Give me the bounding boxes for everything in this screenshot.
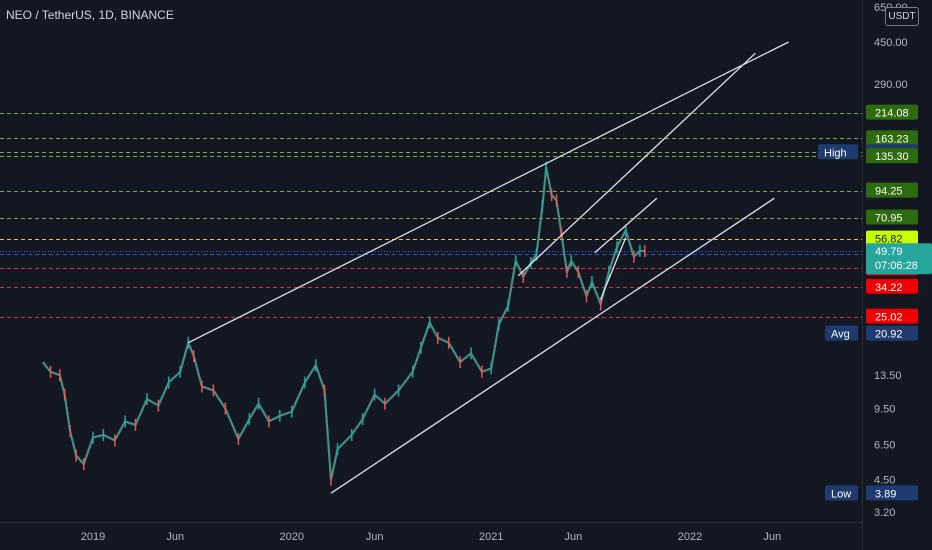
x-tick-label-6: 2022 [678,531,702,543]
level-label-10: 25.02 [875,312,903,324]
level-label-box-1 [866,130,918,146]
channel-lower-line [330,197,775,494]
level-label-box-6 [866,230,918,246]
x-tick-label-5: Jun [565,531,583,543]
y-tick-label-4: 9.50 [874,404,895,416]
level-tag-box-2 [818,144,858,160]
current-price-box [866,243,932,275]
symbol-title[interactable]: NEO / TetherUS, 1D, BINANCE [6,8,174,22]
x-tick-label-3: Jun [366,531,384,543]
y-tick-label-3: 13.50 [874,370,902,382]
level-label-6: 56.82 [875,234,903,246]
wedge-upper-line [594,197,658,254]
x-tick-label-0: 2019 [81,531,105,543]
y-tick-label-1: 450.00 [874,37,908,49]
level-tag-2: High [824,147,847,159]
y-tick-label-7: 3.20 [874,507,895,519]
level-label-box-9 [866,278,918,294]
x-tick-label-7: Jun [763,531,781,543]
level-label-box-0 [866,104,918,120]
x-tick-label-1: Jun [166,531,184,543]
channel-upper-line [188,41,789,344]
level-label-3: 135.30 [875,151,909,163]
y-tick-label-6: 4.50 [874,475,895,487]
level-tag-11: Avg [831,329,850,341]
level-label-4: 94.25 [875,186,903,198]
x-tick-label-4: 2021 [479,531,503,543]
level-label-box-5 [866,209,918,225]
level-label-5: 70.95 [875,213,903,225]
level-label-1: 163.23 [875,133,909,145]
level-tag-12: Low [831,488,851,500]
plot-area [0,0,862,522]
level-label-box-11 [866,325,918,341]
currency-button[interactable]: USDT [885,7,919,26]
level-label-12: 3.89 [875,488,896,500]
level-tag-box-12 [825,485,858,501]
level-label-box-3 [866,148,918,164]
x-tick-label-2: 2020 [280,531,304,543]
price-countdown-label: 07:06:28 [875,260,918,272]
channel-middle-line [517,52,756,277]
level-label-0: 214.08 [875,108,909,120]
current-price-label: 49.79 [875,246,903,258]
level-label-9: 34.22 [875,282,903,294]
level-label-box-10 [866,308,918,324]
level-label-box-4 [866,182,918,198]
y-tick-label-5: 6.50 [874,440,895,452]
y-tick-label-2: 290.00 [874,79,908,91]
level-label-box-12 [866,485,918,501]
wedge-lower-line [600,237,627,300]
level-tag-box-11 [825,325,858,341]
level-label-11: 20.92 [875,329,903,341]
